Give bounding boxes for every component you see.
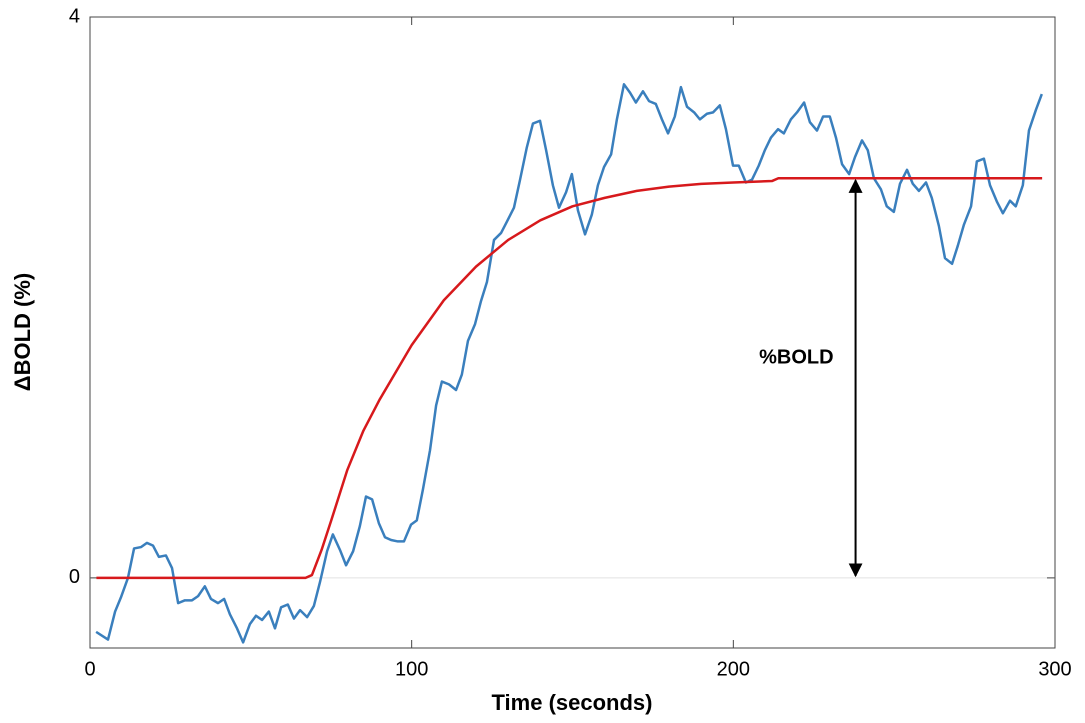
- plot-frame: [89, 16, 1056, 649]
- x-tick-label: 0: [84, 658, 95, 680]
- data-line: [96, 177, 1043, 580]
- y-tick-label: 4: [69, 5, 80, 27]
- x-tick-label: 300: [1038, 658, 1071, 680]
- x-tick-label: 200: [717, 658, 750, 680]
- x-tick-label: 100: [395, 658, 428, 680]
- y-tick-label: 0: [69, 566, 80, 588]
- data-line: [95, 83, 1043, 644]
- x-axis-title: Time (seconds): [492, 690, 653, 715]
- y-axis-title: ΔBOLD (%): [10, 273, 35, 391]
- annotation-label: %BOLD: [759, 346, 833, 368]
